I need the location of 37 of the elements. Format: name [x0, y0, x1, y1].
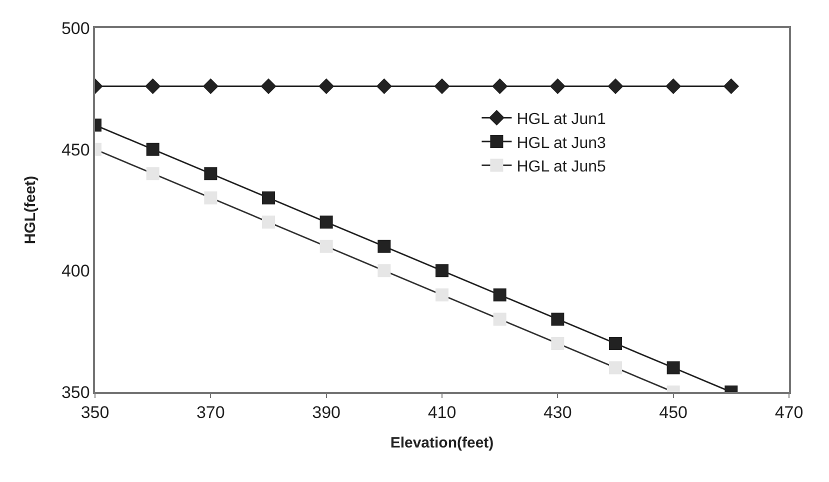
- point: [262, 191, 275, 204]
- legend-label: HGL at Jun1: [516, 110, 606, 128]
- y-tick-label: 500: [61, 18, 90, 38]
- x-tick-label: 370: [196, 403, 225, 422]
- point: [146, 142, 160, 156]
- x-axis-title: Elevation(feet): [390, 434, 494, 452]
- legend-label: HGL at Jun5: [516, 158, 606, 176]
- point: [608, 78, 624, 94]
- y-tick-label: 450: [61, 140, 90, 160]
- point: [320, 216, 333, 229]
- point: [145, 78, 160, 94]
- point: [724, 78, 739, 94]
- x-tick-label: 430: [543, 403, 572, 422]
- point: [318, 78, 334, 94]
- point: [436, 264, 448, 278]
- point: [378, 240, 391, 253]
- y-axis-title: HGL(feet): [22, 176, 40, 244]
- point: [493, 288, 506, 302]
- y-tick-label: 350: [61, 382, 90, 402]
- point: [434, 78, 450, 94]
- point: [550, 78, 566, 94]
- point: [260, 78, 276, 94]
- x-tick-label: 390: [312, 403, 341, 422]
- x-tick-label: 450: [659, 403, 688, 422]
- point: [551, 312, 564, 326]
- point: [666, 361, 680, 374]
- x-tick-label: 350: [80, 403, 110, 422]
- point: [609, 336, 622, 350]
- point: [666, 78, 681, 94]
- point: [204, 167, 218, 180]
- x-tick-label: 470: [774, 403, 804, 422]
- legend-label: HGL at Jun3: [516, 134, 606, 152]
- point: [376, 78, 392, 94]
- point: [492, 78, 508, 94]
- y-tick-label: 400: [61, 262, 90, 281]
- point: [203, 78, 218, 94]
- x-tick-label: 410: [428, 403, 456, 422]
